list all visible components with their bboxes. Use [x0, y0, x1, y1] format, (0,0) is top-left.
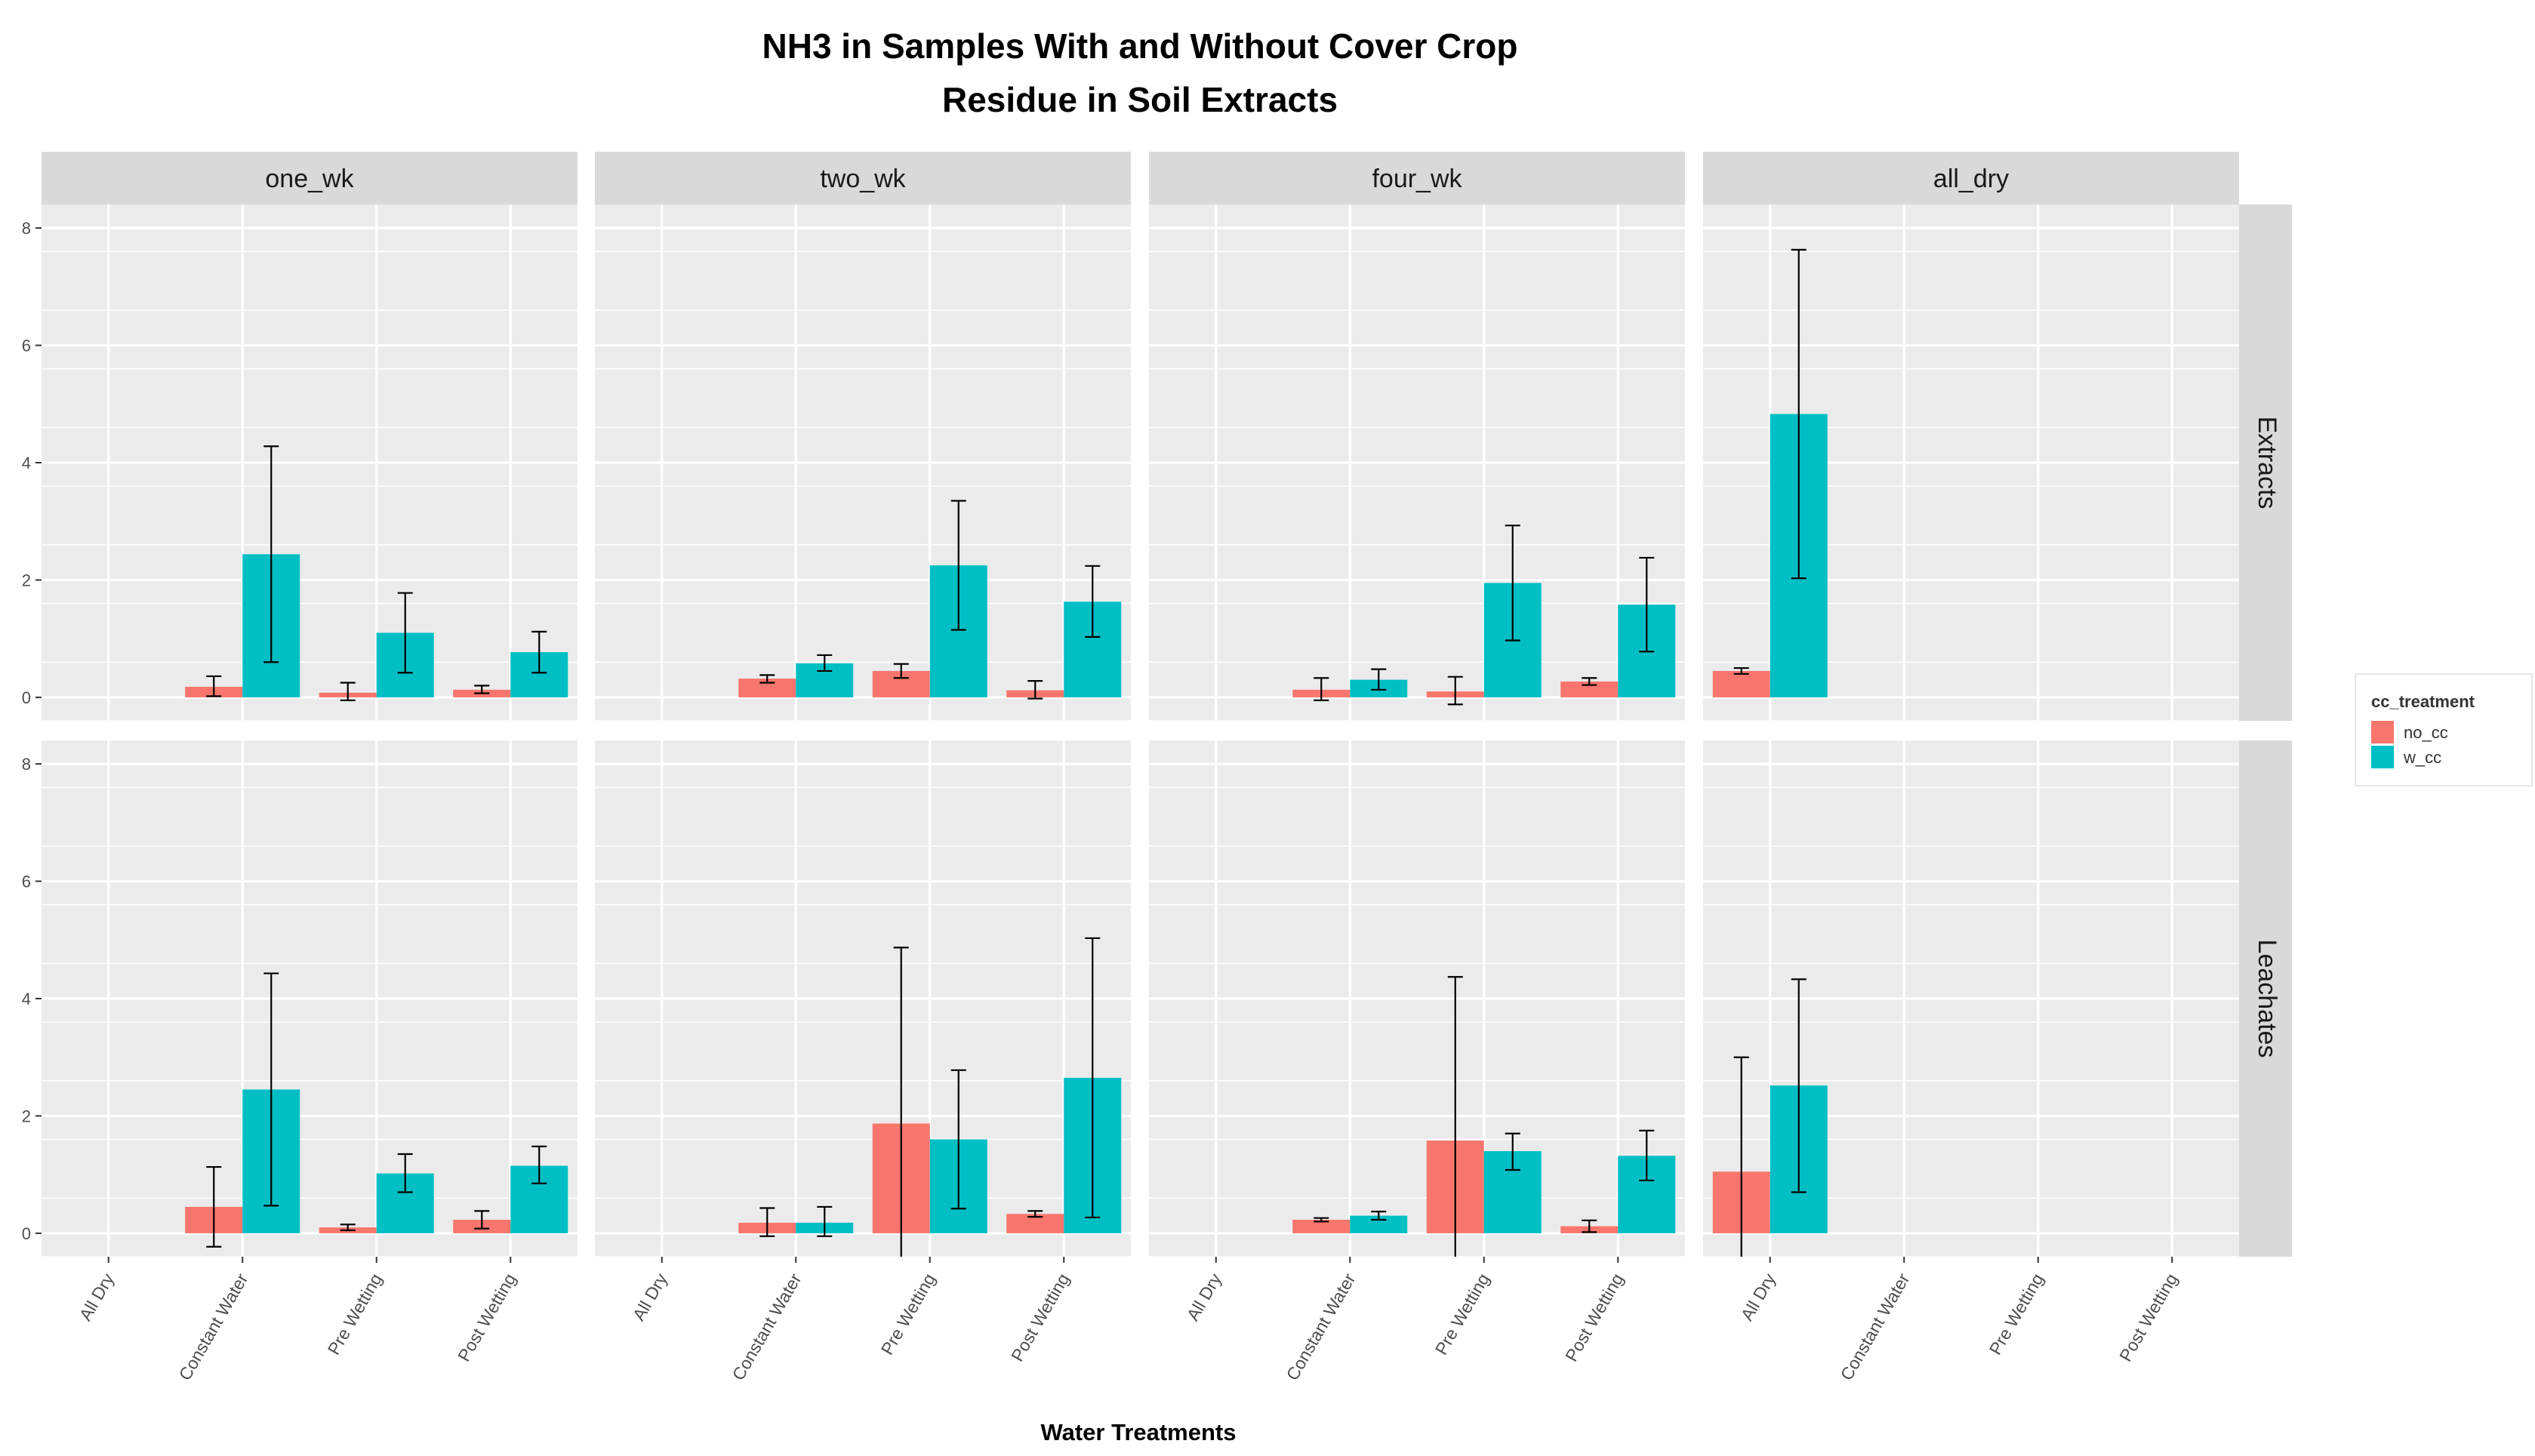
facet-strip-label-four-wk: four_wk	[1372, 165, 1462, 193]
error-bar-extracts-one-wk-pre-wetting-w-cc	[397, 592, 413, 674]
error-bar-extracts-four-wk-pre-wetting-no-cc	[1447, 676, 1463, 706]
facet-strip-two-wk	[595, 152, 1131, 205]
y-tick-label: 8	[22, 755, 31, 774]
y-tick-label: 8	[22, 219, 31, 238]
error-bar-leachates-one-wk-pre-wetting-no-cc	[340, 1224, 356, 1232]
x-tick-label-all-dry-pre-wetting: Pre Wetting	[1985, 1270, 2047, 1359]
facet-strip-label-one-wk: one_wk	[265, 165, 354, 193]
error-bar-extracts-two-wk-pre-wetting-w-cc	[950, 500, 966, 631]
error-bar-leachates-two-wk-post-wetting-no-cc	[1027, 1210, 1043, 1218]
legend-key-no-cc	[2371, 721, 2394, 743]
y-tick-label: 2	[22, 571, 31, 589]
error-bar-leachates-one-wk-constant-water-no-cc	[206, 1165, 222, 1248]
legend: cc_treatment no_cc w_cc	[2355, 673, 2533, 786]
error-bar-extracts-all-dry-all-dry-no-cc	[1733, 666, 1749, 675]
error-bar-leachates-one-wk-post-wetting-no-cc	[474, 1210, 490, 1230]
error-bar-leachates-four-wk-post-wetting-no-cc	[1582, 1219, 1597, 1233]
legend-label-no-cc: no_cc	[2404, 723, 2448, 742]
facet-grid: one_wk two_wk four_wk all_dry Extracts Leacha…	[22, 152, 2292, 1384]
error-bar-extracts-all-dry-all-dry-w-cc	[1791, 248, 1807, 580]
x-tick-label-one-wk-pre-wetting: Pre Wetting	[324, 1270, 386, 1359]
error-bar-leachates-two-wk-constant-water-no-cc	[759, 1207, 775, 1237]
error-bar-extracts-two-wk-constant-water-w-cc	[817, 654, 833, 673]
error-bar-extracts-two-wk-post-wetting-no-cc	[1027, 680, 1043, 700]
chart-title-line-2: Residue in Soil Extracts	[942, 80, 1338, 119]
error-bar-extracts-one-wk-post-wetting-no-cc	[474, 685, 490, 694]
bar-leachates-four-wk-constant-water-w-cc	[1350, 1215, 1408, 1233]
error-bar-extracts-one-wk-post-wetting-w-cc	[531, 630, 547, 674]
legend-title: cc_treatment	[2371, 692, 2475, 711]
legend-key-w-cc	[2371, 746, 2394, 768]
y-tick-label: 6	[22, 337, 31, 356]
x-tick-label-two-wk-all-dry: All Dry	[629, 1270, 672, 1324]
facet-strip-label-two-wk: two_wk	[820, 165, 906, 193]
chart-title-line-1: NH3 in Samples With and Without Cover Cr…	[762, 26, 1518, 66]
facet-strip-leachates	[2239, 740, 2292, 1257]
x-tick-label-all-dry-constant-water: Constant Water	[1837, 1270, 1914, 1384]
error-bar-extracts-two-wk-post-wetting-w-cc	[1085, 565, 1101, 638]
x-tick-label-all-dry-all-dry: All Dry	[1737, 1270, 1780, 1324]
error-bar-leachates-two-wk-pre-wetting-w-cc	[950, 1069, 966, 1210]
x-tick-label-two-wk-post-wetting: Post Wetting	[1007, 1270, 1073, 1365]
x-tick-label-two-wk-constant-water: Constant Water	[728, 1270, 805, 1384]
bar-extracts-four-wk-post-wetting-no-cc	[1560, 681, 1619, 697]
error-bar-extracts-one-wk-constant-water-w-cc	[263, 445, 279, 663]
error-bar-leachates-four-wk-constant-water-no-cc	[1314, 1217, 1329, 1223]
x-tick-label-two-wk-pre-wetting: Pre Wetting	[877, 1270, 939, 1359]
error-bar-leachates-four-wk-post-wetting-w-cc	[1639, 1129, 1655, 1182]
error-bar-leachates-four-wk-constant-water-w-cc	[1371, 1211, 1387, 1221]
error-bar-leachates-one-wk-pre-wetting-w-cc	[397, 1153, 413, 1193]
error-bar-extracts-four-wk-post-wetting-w-cc	[1639, 556, 1655, 653]
y-tick-label: 6	[22, 873, 31, 891]
y-tick-label: 4	[22, 990, 31, 1008]
chart-title: NH3 in Samples With and Without Cover Cr…	[762, 26, 1518, 119]
y-tick-label: 0	[22, 688, 31, 707]
error-bar-extracts-one-wk-constant-water-no-cc	[206, 675, 222, 697]
facet-strip-extracts	[2239, 205, 2292, 721]
error-bar-leachates-two-wk-post-wetting-w-cc	[1085, 937, 1101, 1219]
facet-strip-one-wk	[42, 152, 578, 205]
x-tick-label-four-wk-pre-wetting: Pre Wetting	[1431, 1270, 1493, 1359]
x-tick-label-one-wk-post-wetting: Post Wetting	[454, 1270, 520, 1365]
error-bar-leachates-four-wk-pre-wetting-no-cc	[1447, 976, 1463, 1257]
error-bar-extracts-four-wk-pre-wetting-w-cc	[1505, 525, 1520, 642]
x-tick-label-four-wk-post-wetting: Post Wetting	[1561, 1270, 1628, 1365]
x-axis-label: Water Treatments	[1041, 1419, 1237, 1445]
error-bar-extracts-two-wk-pre-wetting-no-cc	[893, 663, 909, 679]
error-bar-extracts-four-wk-constant-water-w-cc	[1371, 668, 1387, 691]
facet-strip-all-dry	[1703, 152, 2239, 205]
x-tick-label-four-wk-all-dry: All Dry	[1183, 1270, 1226, 1324]
error-bar-extracts-four-wk-post-wetting-no-cc	[1582, 677, 1597, 686]
x-tick-label-one-wk-all-dry: All Dry	[75, 1270, 119, 1324]
error-bar-leachates-all-dry-all-dry-w-cc	[1791, 978, 1807, 1193]
x-tick-label-one-wk-constant-water: Constant Water	[175, 1270, 252, 1384]
bar-extracts-all-dry-all-dry-no-cc	[1712, 670, 1770, 697]
bar-leachates-four-wk-constant-water-no-cc	[1292, 1220, 1351, 1233]
y-tick-label: 2	[22, 1107, 31, 1125]
error-bar-leachates-two-wk-constant-water-w-cc	[817, 1205, 833, 1237]
error-bar-leachates-two-wk-pre-wetting-no-cc	[893, 947, 909, 1257]
facet-strip-four-wk	[1149, 152, 1685, 205]
x-tick-label-four-wk-constant-water: Constant Water	[1283, 1270, 1360, 1384]
x-tick-label-all-dry-post-wetting: Post Wetting	[2115, 1270, 2182, 1365]
y-tick-label: 4	[22, 454, 31, 473]
facet-strip-label-leachates: Leachates	[2253, 940, 2281, 1058]
error-bar-leachates-one-wk-post-wetting-w-cc	[531, 1145, 547, 1184]
error-bar-extracts-four-wk-constant-water-no-cc	[1314, 677, 1329, 701]
error-bar-leachates-all-dry-all-dry-no-cc	[1733, 1056, 1749, 1257]
y-tick-label: 0	[22, 1224, 31, 1243]
legend-label-w-cc: w_cc	[2403, 748, 2441, 767]
facet-strip-label-all-dry: all_dry	[1933, 165, 2009, 193]
error-bar-extracts-two-wk-constant-water-no-cc	[759, 674, 775, 684]
facet-strip-label-extracts: Extracts	[2253, 417, 2281, 509]
error-bar-leachates-four-wk-pre-wetting-w-cc	[1505, 1132, 1520, 1171]
error-bar-leachates-one-wk-constant-water-w-cc	[263, 972, 279, 1207]
error-bar-extracts-one-wk-pre-wetting-no-cc	[340, 682, 356, 701]
